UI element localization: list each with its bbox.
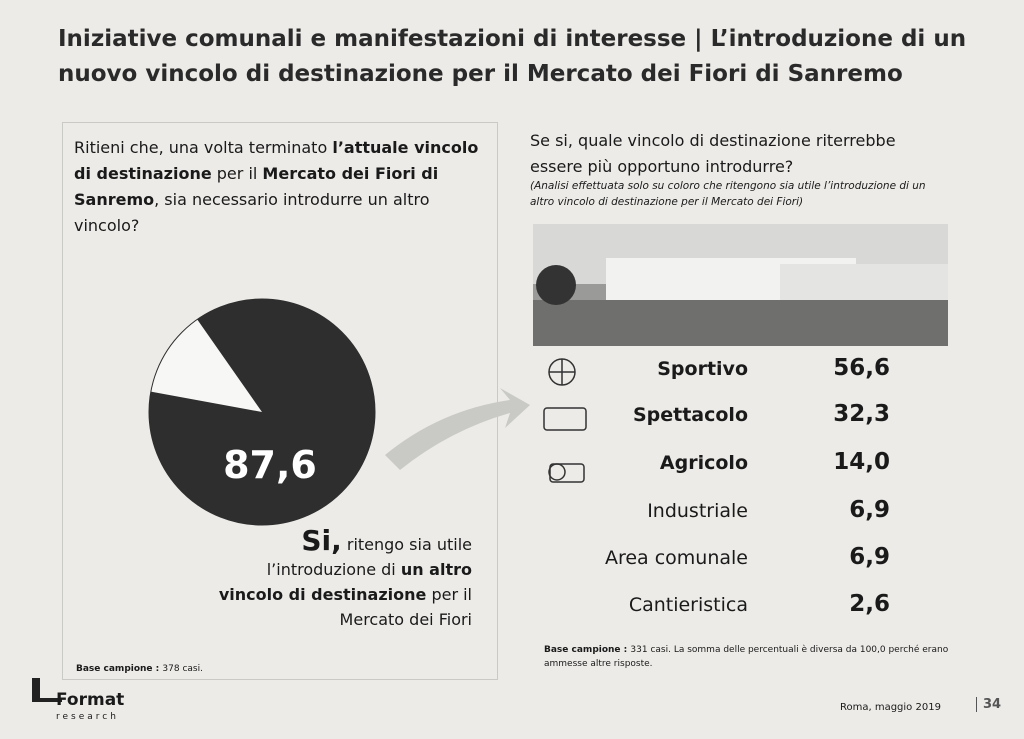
text-segment: ritengo sia utile l’introduzione di: [266, 535, 472, 579]
pie-label: 87,6: [223, 443, 317, 487]
row-value: 6,9: [849, 497, 890, 523]
logo-mark: [32, 678, 62, 702]
text-segment: per il: [211, 164, 263, 183]
logo-sub: research: [56, 712, 119, 722]
pie-slice: [149, 299, 375, 525]
photo: [533, 224, 948, 346]
icons: [543, 358, 587, 483]
date: Roma, maggio 2019: [840, 702, 941, 713]
row-name: Sportivo: [657, 358, 748, 380]
text-segment: , sia necessario introdurre un altro vin…: [74, 190, 430, 235]
left-base: Base campione : 378 casi.: [76, 664, 203, 674]
text-segment: Mercato dei Fiori di Sanremo: [74, 164, 439, 209]
text-segment: Base campione :: [544, 645, 631, 655]
text-segment: 378 casi.: [162, 664, 203, 674]
arrow: [385, 388, 530, 470]
text-segment: Si,: [301, 524, 342, 557]
left-question: Ritieni che, una volta terminato l’attua…: [74, 135, 494, 239]
text-segment: Ritieni che, una volta terminato: [74, 138, 333, 157]
text-segment: 331 casi. La somma delle percentuali è d…: [544, 645, 949, 669]
page-number: 34: [976, 697, 1001, 712]
left-box: [62, 122, 498, 680]
answer: Si, ritengo sia utile l’introduzione di …: [200, 527, 472, 632]
row-value: 14,0: [833, 449, 890, 475]
right-base: Base campione : 331 casi. La somma delle…: [544, 643, 964, 671]
row-name: Agricolo: [659, 452, 748, 474]
row-name: Spettacolo: [632, 404, 748, 426]
text-segment: un altro vincolo di destinazione: [218, 560, 472, 604]
title: Iniziative comunali e manifestazioni di …: [58, 26, 967, 87]
row-name: Cantieristica: [628, 594, 748, 616]
text-segment: per il Mercato dei Fiori: [339, 585, 472, 629]
row-name: Industriale: [647, 500, 748, 522]
row-value: 56,6: [833, 355, 890, 381]
row-value: 6,9: [849, 544, 890, 570]
row-name: Area comunale: [604, 547, 748, 569]
row-value: 2,6: [849, 591, 890, 617]
text-segment: Base campione :: [76, 664, 163, 674]
logo: Format: [56, 690, 125, 710]
right-note: (Analisi effettuata solo su coloro che r…: [530, 180, 926, 208]
row-value: 32,3: [833, 401, 890, 427]
text-segment: l’attuale vincolo di destinazione: [74, 138, 479, 183]
right-question: Se si, quale vincolo di destinazione rit…: [530, 131, 896, 176]
